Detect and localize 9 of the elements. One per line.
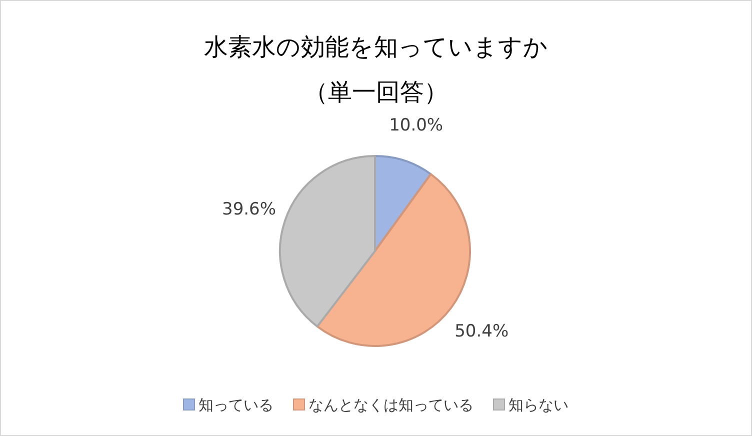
legend-label: 知っている [198, 396, 274, 414]
legend-label: なんとなくは知っている [308, 396, 474, 414]
chart-subtitle: （単一回答） [304, 78, 448, 106]
data-label: 10.0% [389, 116, 444, 136]
data-label: 50.4% [454, 322, 509, 342]
data-label: 39.6% [222, 199, 276, 220]
chart-title: 水素水の効能を知っていますか [204, 33, 548, 61]
pie-slice [279, 155, 376, 328]
legend-label: 知らない [508, 396, 568, 414]
